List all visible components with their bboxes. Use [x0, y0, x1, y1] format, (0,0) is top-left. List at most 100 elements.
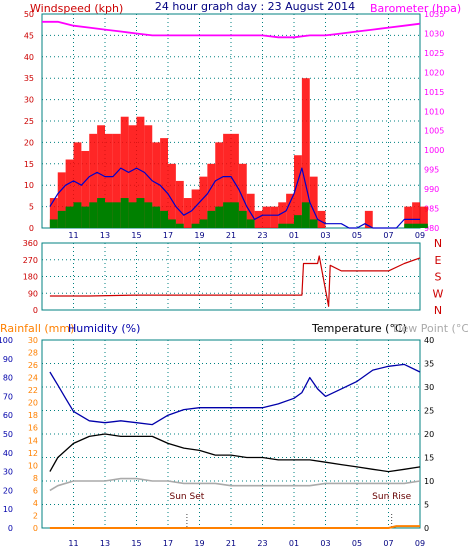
x-tick-label: 09	[415, 539, 425, 548]
wind-low-bar	[144, 202, 153, 228]
y-tick-label-rainfall: 12	[28, 449, 38, 458]
x-tick-label: 13	[100, 231, 110, 240]
y-tick-label-rainfall: 6	[33, 486, 38, 495]
y-tick-label-barometer: 980	[424, 224, 439, 233]
y-tick-label-humidity: 80	[3, 374, 13, 383]
wind-gust-bar	[294, 155, 302, 228]
temperature-line	[49, 433, 421, 473]
wind-gust-bar	[215, 142, 224, 228]
wind-gust-bar	[286, 193, 294, 228]
barometer-axis-title: Barometer (hpa)	[370, 2, 461, 15]
wind-low-bar	[199, 219, 208, 228]
wind-gust-bar	[278, 202, 287, 228]
wind-low-bar	[207, 210, 216, 228]
y-tick-label-humidity: 30	[3, 468, 13, 477]
x-tick-label: 09	[415, 231, 425, 240]
wind-gust-bar	[317, 210, 326, 228]
y-tick-label-wind: 20	[24, 138, 34, 147]
wind-gust-bar	[57, 172, 66, 228]
y-tick-label-barometer: 995	[424, 166, 439, 175]
rainfall-axis-title: Rainfall (mm)	[0, 322, 74, 335]
y-tick-label-rainfall: 20	[28, 399, 38, 408]
y-tick-label-barometer: 990	[424, 185, 439, 194]
y-tick-label-wind: 15	[24, 160, 34, 169]
y-tick-label-temperature: 30	[424, 383, 434, 392]
y-tick-label-barometer: 1030	[424, 29, 444, 38]
y-tick-label-humidity: 40	[3, 449, 13, 458]
y-tick-label-barometer: 985	[424, 205, 439, 214]
wind-low-bar	[152, 206, 161, 228]
compass-label: E	[435, 254, 442, 267]
y-tick-label-barometer: 1015	[424, 88, 444, 97]
x-tick-label: 23	[257, 539, 267, 548]
y-tick-label-wind: 35	[24, 74, 34, 83]
y-tick-label-temperature: 25	[424, 407, 434, 416]
wind-low-bar	[49, 219, 58, 228]
y-tick-label-humidity: 20	[3, 486, 13, 495]
compass-label: W	[433, 287, 444, 300]
wind-gust-bar	[65, 159, 74, 228]
wind-low-bar	[223, 202, 231, 228]
wind-low-bar	[81, 206, 90, 228]
wind-low-bar	[238, 210, 247, 228]
x-tick-label: 19	[194, 539, 204, 548]
y-tick-label-rainfall: 30	[28, 336, 38, 345]
wind-gust-bar	[207, 163, 216, 228]
y-tick-label-temperature: 40	[424, 336, 434, 345]
sunset-label: Sun Set	[170, 492, 205, 502]
wind-gust-bar	[128, 125, 137, 228]
x-tick-label: 13	[100, 539, 110, 548]
wind-gust-bar	[136, 116, 145, 228]
y-tick-label-rainfall: 14	[28, 436, 38, 445]
wind-low-bar	[128, 202, 137, 228]
y-tick-label-wind: 5	[29, 203, 34, 212]
y-tick-label-rainfall: 2	[33, 511, 38, 520]
wind-low-bar	[168, 219, 176, 228]
x-tick-label: 21	[226, 231, 236, 240]
temp-humidity-panel: 0102030405060708090100024681012141618202…	[0, 336, 434, 548]
wind-low-bar	[73, 202, 82, 228]
wind-gust-bar	[168, 163, 176, 228]
wind-average-line	[49, 167, 420, 229]
wind-low-bar	[112, 202, 121, 228]
y-tick-label-wind: 30	[24, 96, 34, 105]
wind-low-bar	[215, 206, 224, 228]
y-tick-label-barometer: 1010	[424, 107, 444, 116]
x-tick-label: 23	[257, 231, 267, 240]
y-tick-label-barometer: 1005	[424, 127, 444, 136]
wind-low-bar	[65, 206, 74, 228]
y-tick-label-wind: 40	[24, 53, 34, 62]
x-tick-label: 05	[352, 539, 362, 548]
wind-low-bar	[301, 202, 310, 228]
y-tick-label-direction: 360	[23, 239, 38, 248]
wind-low-bar	[420, 223, 428, 228]
y-tick-label-temperature: 15	[424, 454, 434, 463]
y-tick-label-barometer: 1000	[424, 146, 444, 155]
y-tick-label-temperature: 10	[424, 477, 434, 486]
wind-low-bar	[175, 223, 184, 228]
humidity-line	[49, 363, 421, 426]
y-tick-label-rainfall: 8	[33, 474, 38, 483]
y-tick-label-rainfall: 16	[28, 424, 38, 433]
wind-low-bar	[57, 210, 66, 228]
y-tick-label-rainfall: 10	[28, 461, 38, 470]
wind-gust-bar	[105, 133, 113, 228]
x-tick-label: 07	[383, 539, 393, 548]
y-tick-label-direction: 270	[23, 256, 38, 265]
y-tick-label-rainfall: 24	[28, 374, 38, 383]
wind-direction-line	[49, 255, 421, 307]
x-tick-label: 11	[68, 539, 78, 548]
windspeed-axis-title: Windspeed (kph)	[30, 2, 123, 15]
wind-gust-bar	[112, 133, 121, 228]
y-tick-label-wind: 45	[24, 31, 34, 40]
wind-gust-bar	[420, 206, 428, 228]
wind-gust-bar	[309, 176, 318, 228]
y-tick-label-barometer: 1035	[424, 10, 444, 19]
y-tick-label-rainfall: 0	[33, 524, 38, 533]
wind-low-bar	[97, 198, 105, 228]
y-tick-label-temperature: 5	[424, 501, 429, 510]
wind-low-bar	[404, 223, 413, 228]
wind-gust-bar	[238, 163, 247, 228]
y-tick-label-direction: 180	[23, 273, 38, 282]
x-tick-label: 17	[163, 231, 173, 240]
